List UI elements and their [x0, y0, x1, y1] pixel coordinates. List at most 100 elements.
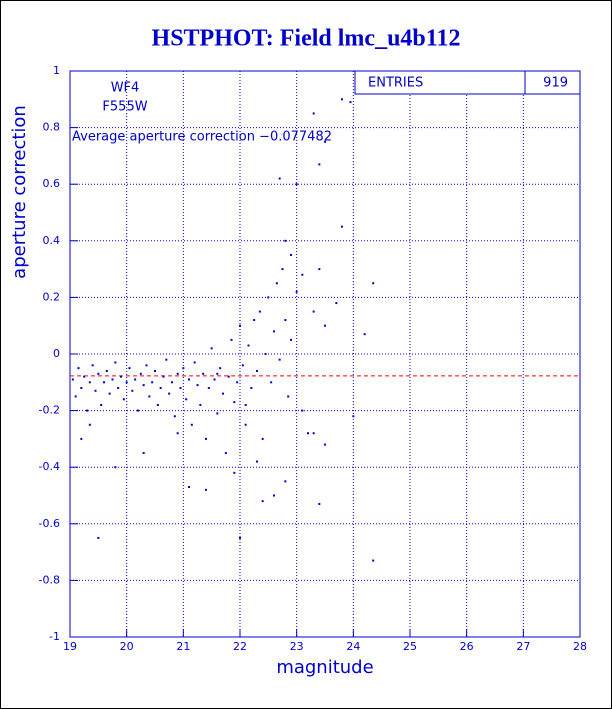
point — [247, 344, 250, 347]
point — [230, 338, 233, 341]
point — [190, 423, 193, 426]
stats-value: 919 — [543, 76, 568, 91]
x-tick-label: 23 — [290, 640, 304, 653]
point — [213, 378, 216, 381]
point — [273, 330, 275, 333]
point — [88, 423, 91, 426]
point — [120, 375, 122, 378]
point — [267, 296, 270, 299]
chart-title: HSTPHOT: Field lmc_u4b112 — [152, 26, 461, 52]
x-tick-label: 24 — [346, 640, 360, 653]
point — [131, 389, 134, 392]
point — [151, 381, 154, 384]
point — [244, 423, 247, 426]
point — [233, 401, 236, 404]
point — [159, 386, 162, 389]
point — [239, 324, 241, 327]
point — [341, 225, 343, 228]
point — [318, 502, 321, 505]
point — [188, 378, 190, 381]
y-tick-label: 0.4 — [43, 234, 61, 247]
point — [176, 372, 179, 375]
point — [233, 471, 236, 474]
point — [349, 101, 352, 104]
point — [261, 500, 264, 503]
point — [278, 177, 281, 180]
point — [176, 432, 179, 435]
point — [281, 268, 284, 271]
point — [324, 443, 326, 446]
point — [134, 378, 137, 381]
point — [179, 386, 182, 389]
y-tick-label: 1 — [53, 64, 60, 77]
point — [188, 486, 190, 489]
point — [165, 358, 168, 361]
point — [258, 310, 261, 313]
point — [205, 488, 207, 491]
annotation: F555W — [102, 100, 147, 115]
x-axis-label: magnitude — [276, 657, 373, 678]
point — [372, 559, 375, 562]
point — [278, 358, 281, 361]
point — [103, 381, 105, 384]
point — [295, 183, 298, 186]
point — [114, 361, 117, 364]
point — [312, 112, 315, 115]
point — [148, 395, 151, 398]
plot-layer — [69, 70, 581, 638]
point — [108, 392, 111, 395]
point — [196, 384, 199, 387]
point — [142, 452, 145, 455]
point — [97, 372, 100, 375]
point — [71, 378, 74, 381]
point — [83, 375, 86, 378]
point — [137, 409, 139, 412]
point — [312, 310, 315, 313]
point — [207, 386, 210, 389]
point — [74, 395, 77, 398]
y-tick-label: 0.8 — [43, 121, 61, 134]
y-tick-label: -1 — [49, 630, 60, 643]
point — [239, 536, 241, 539]
point — [219, 367, 222, 370]
point — [88, 381, 91, 384]
point — [125, 381, 128, 384]
point — [256, 460, 258, 463]
point — [301, 273, 304, 276]
point — [91, 364, 94, 367]
point — [105, 369, 108, 372]
point — [156, 403, 159, 406]
point — [77, 367, 80, 370]
point — [142, 384, 145, 387]
point — [250, 386, 253, 389]
point — [227, 375, 230, 378]
point — [210, 347, 213, 350]
point — [80, 386, 83, 389]
point — [312, 432, 315, 435]
point — [145, 364, 148, 367]
annotation: WF4 — [111, 81, 140, 96]
y-tick-label: 0 — [53, 347, 60, 360]
point — [202, 372, 205, 375]
point — [318, 268, 321, 271]
point — [162, 375, 165, 378]
point — [154, 369, 156, 372]
point — [261, 437, 264, 440]
point — [216, 372, 219, 375]
point — [324, 324, 326, 327]
x-tick-label: 19 — [63, 640, 77, 653]
point — [284, 239, 287, 242]
x-tick-label: 20 — [120, 640, 134, 653]
point — [301, 409, 304, 412]
stats-box — [354, 70, 581, 95]
point — [341, 98, 343, 101]
point — [264, 353, 267, 355]
point — [307, 432, 309, 435]
point — [270, 381, 273, 384]
y-tick-label: 0.2 — [43, 290, 61, 303]
point — [363, 333, 366, 336]
point — [244, 403, 247, 406]
point — [335, 302, 338, 305]
y-tick-label: -0.2 — [39, 404, 60, 417]
